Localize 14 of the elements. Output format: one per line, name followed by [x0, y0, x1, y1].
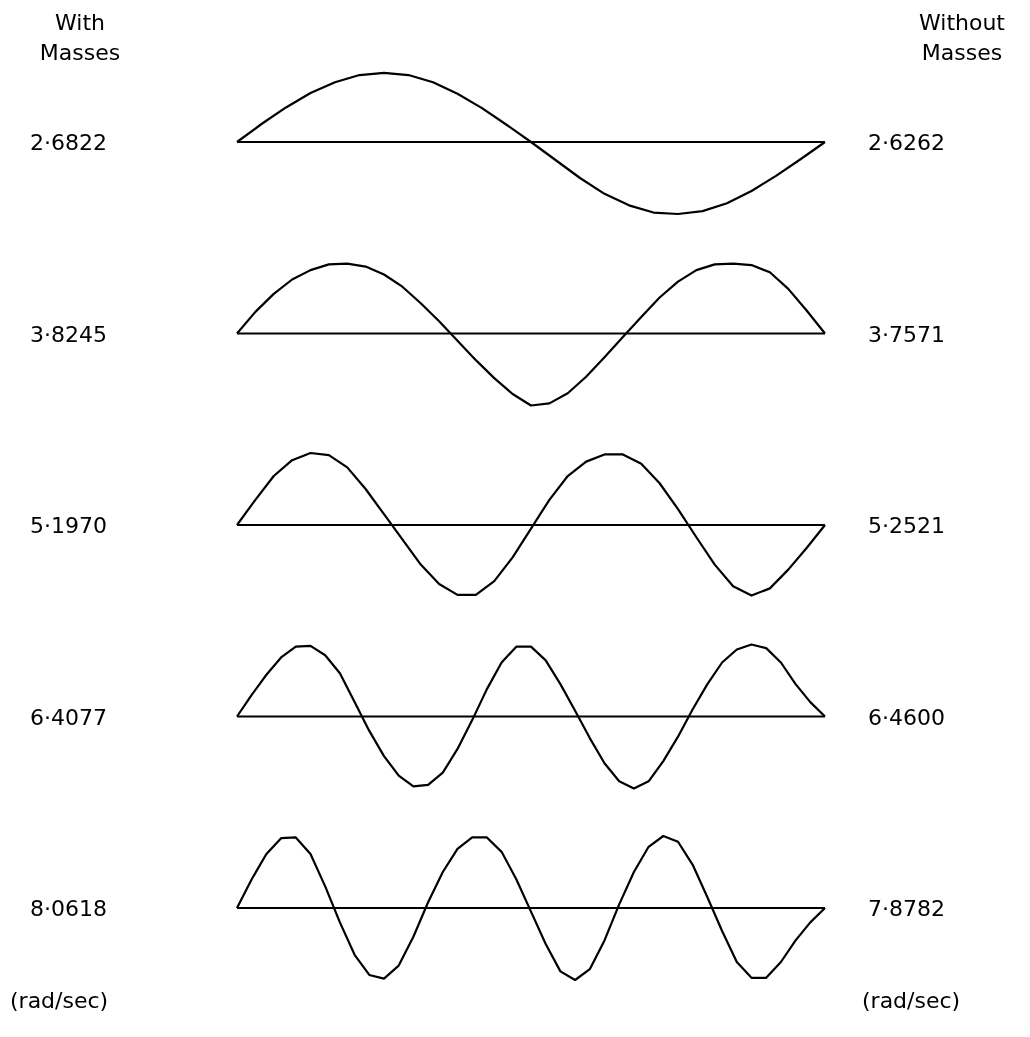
text: 3·7571 [868, 321, 945, 347]
text: 6·4600 [868, 704, 945, 730]
text: 5·2521 [868, 513, 945, 538]
text: 3·8245 [30, 321, 107, 347]
text: (rad/sec) [862, 988, 961, 1013]
text: 6·4077 [30, 704, 107, 730]
text: 8·0618 [30, 896, 107, 921]
text: (rad/sec) [10, 988, 109, 1013]
text: 7·8782 [868, 896, 945, 921]
text: 2·6262 [868, 130, 945, 155]
text: 2·6822 [30, 130, 107, 155]
text: Without Masses [919, 10, 1006, 65]
text: 5·1970 [30, 513, 107, 538]
text: With Masses [39, 10, 121, 65]
